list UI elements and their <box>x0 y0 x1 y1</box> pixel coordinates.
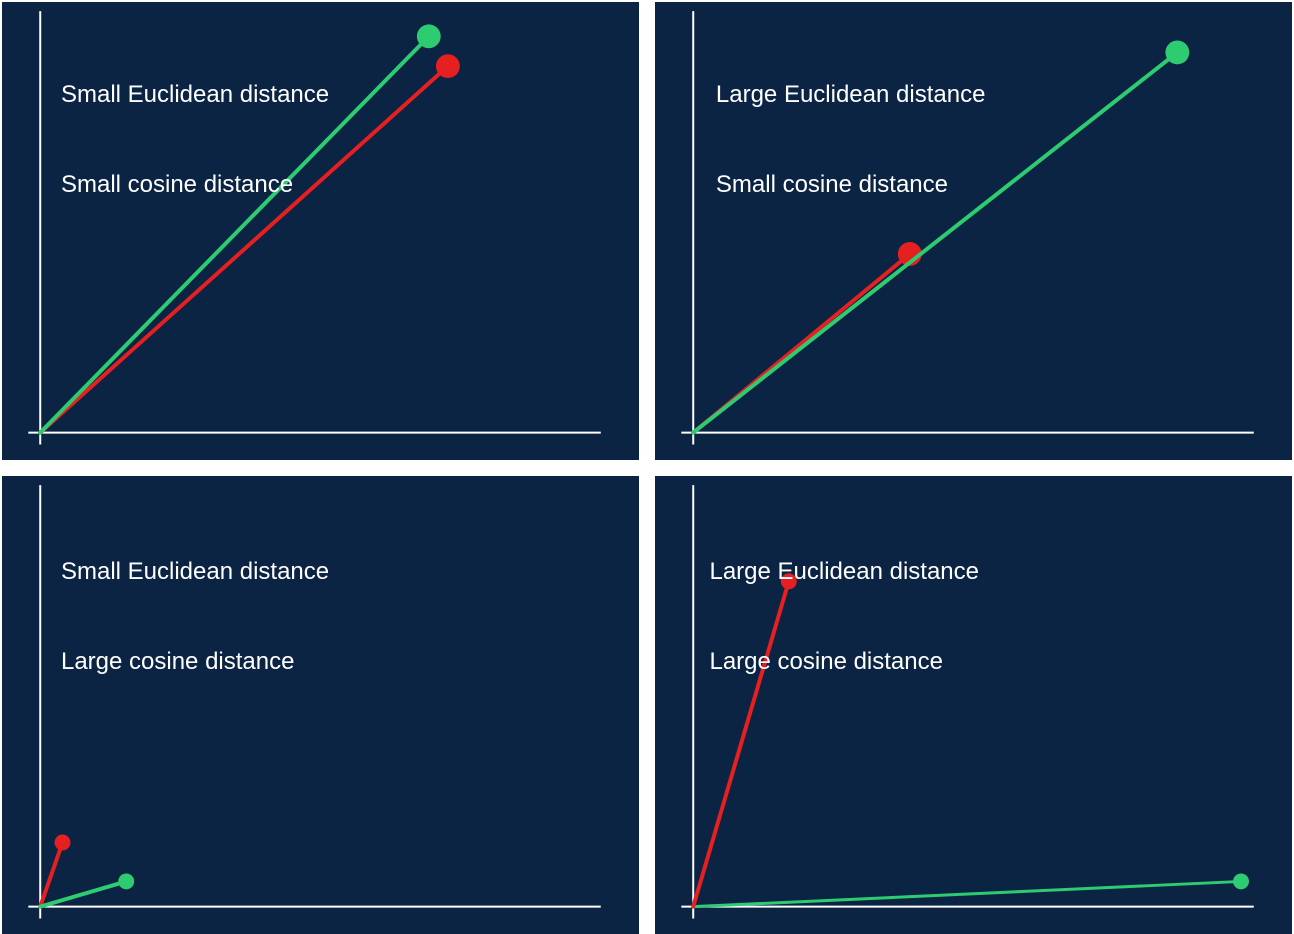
panel-top-left: Small Euclidean distance Small cosine di… <box>0 0 641 462</box>
caption-tl: Small Euclidean distance Small cosine di… <box>61 20 329 260</box>
vector-endpoint <box>55 835 71 851</box>
caption-br: Large Euclidean distance Large cosine di… <box>709 497 979 737</box>
caption-bl-line2: Large cosine distance <box>61 647 329 677</box>
caption-tr-line2: Small cosine distance <box>716 170 986 200</box>
caption-tl-line1: Small Euclidean distance <box>61 80 329 110</box>
vector-endpoint <box>417 24 441 48</box>
diagram-grid: Small Euclidean distance Small cosine di… <box>0 0 1294 934</box>
caption-tl-line2: Small cosine distance <box>61 170 329 200</box>
panel-bottom-right: Large Euclidean distance Large cosine di… <box>653 474 1294 934</box>
vector-endpoint <box>436 54 460 78</box>
vector-endpoint <box>1233 874 1249 890</box>
vector-line <box>40 882 126 907</box>
caption-tr-line1: Large Euclidean distance <box>716 80 986 110</box>
caption-tr: Large Euclidean distance Small cosine di… <box>716 20 986 260</box>
vector-line <box>693 882 1241 907</box>
caption-bl-line1: Small Euclidean distance <box>61 557 329 587</box>
vector-line <box>40 843 62 907</box>
caption-bl: Small Euclidean distance Large cosine di… <box>61 497 329 737</box>
vector-endpoint <box>1165 40 1189 64</box>
panel-top-right: Large Euclidean distance Small cosine di… <box>653 0 1294 462</box>
vector-endpoint <box>118 874 134 890</box>
panel-bottom-left: Small Euclidean distance Large cosine di… <box>0 474 641 934</box>
caption-br-line1: Large Euclidean distance <box>709 557 979 587</box>
caption-br-line2: Large cosine distance <box>709 647 979 677</box>
